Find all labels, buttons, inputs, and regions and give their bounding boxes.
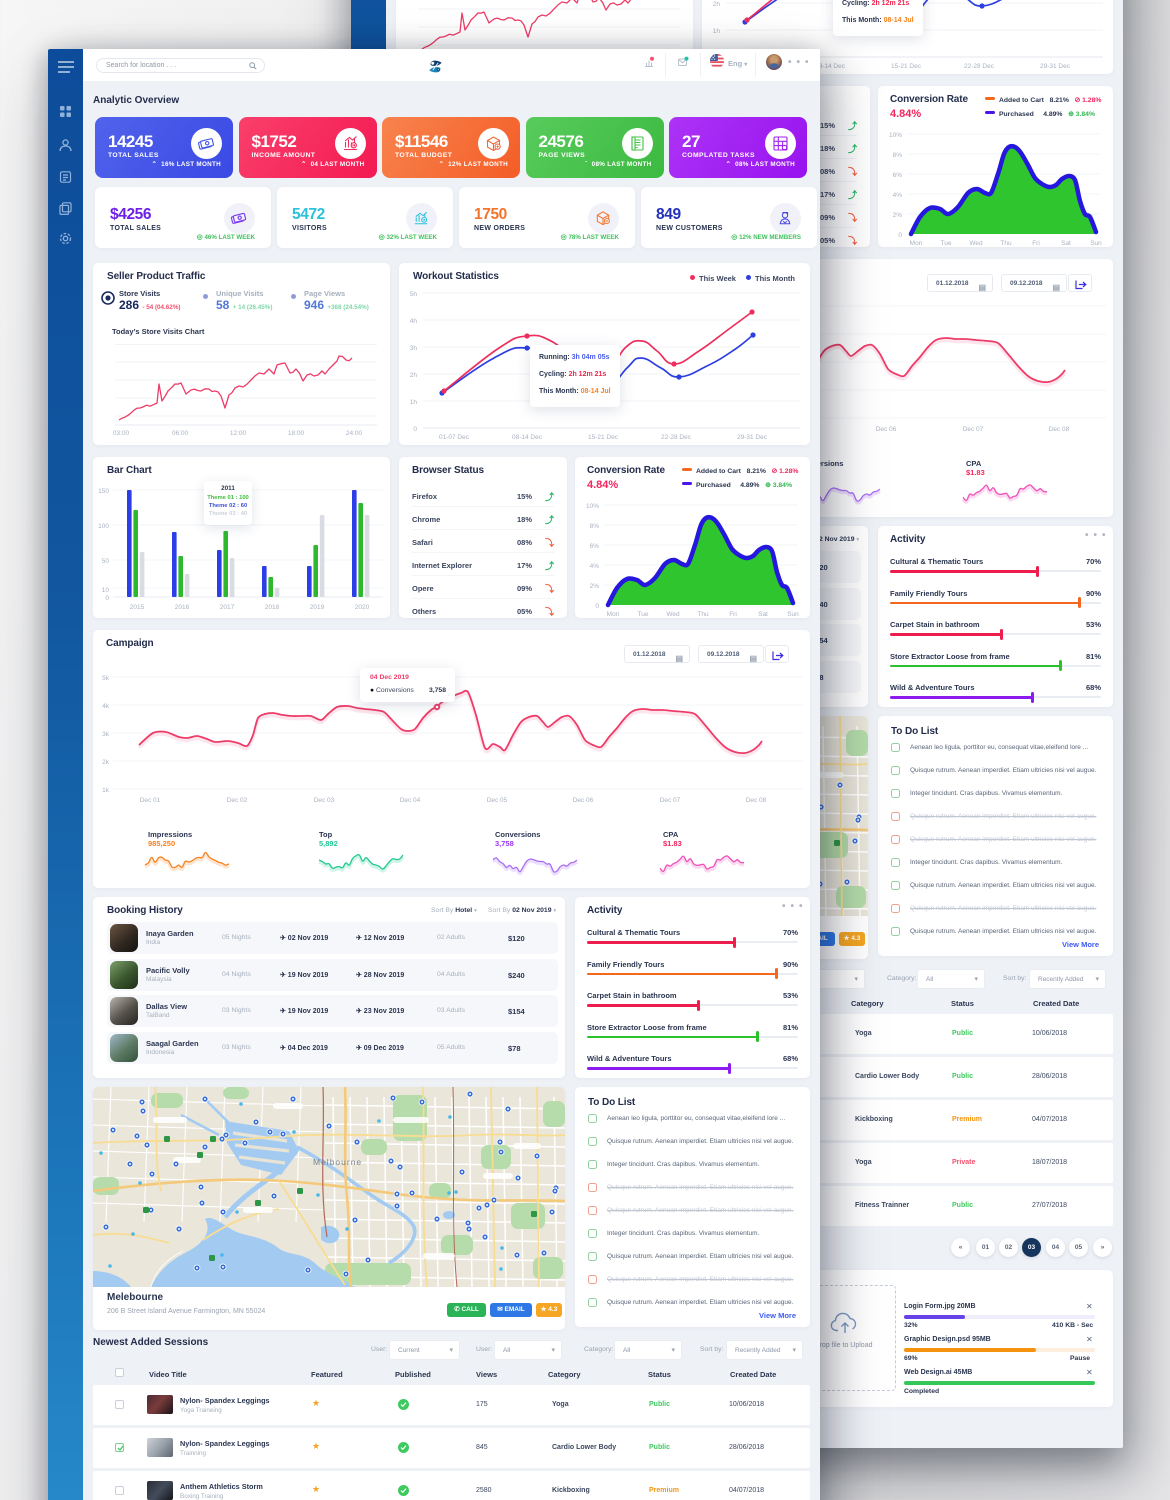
- svg-text:Fri: Fri: [1032, 240, 1040, 247]
- svg-text:150: 150: [98, 488, 109, 495]
- svg-text:18:00: 18:00: [288, 430, 305, 437]
- svg-text:12:00: 12:00: [230, 430, 247, 437]
- svg-text:1k: 1k: [102, 787, 110, 794]
- svg-text:Tue: Tue: [941, 240, 952, 247]
- svg-text:8%: 8%: [590, 523, 600, 530]
- svg-text:2020: 2020: [355, 604, 370, 611]
- svg-text:2%: 2%: [590, 583, 600, 590]
- svg-text:06:00: 06:00: [172, 430, 189, 437]
- svg-text:03:00: 03:00: [113, 430, 130, 437]
- svg-text:50: 50: [102, 558, 110, 565]
- svg-text:Sun: Sun: [787, 611, 799, 618]
- svg-text:Dec 03: Dec 03: [314, 797, 335, 804]
- svg-text:Dec 05: Dec 05: [487, 797, 508, 804]
- svg-text:10: 10: [102, 587, 110, 594]
- svg-text:Wed: Wed: [969, 240, 983, 247]
- svg-text:0: 0: [413, 426, 417, 433]
- svg-text:Mon: Mon: [910, 240, 923, 247]
- svg-text:2h: 2h: [713, 1, 721, 8]
- svg-text:08-14 Dec: 08-14 Dec: [815, 63, 846, 70]
- svg-text:2019: 2019: [310, 604, 325, 611]
- svg-text:29-31 Dec: 29-31 Dec: [737, 434, 768, 441]
- svg-text:22-28 Dec: 22-28 Dec: [661, 434, 692, 441]
- svg-text:6%: 6%: [893, 172, 903, 179]
- svg-text:2018: 2018: [265, 604, 280, 611]
- svg-text:Dec 07: Dec 07: [963, 426, 984, 433]
- svg-text:4h: 4h: [410, 318, 418, 325]
- svg-text:Wed: Wed: [666, 611, 680, 618]
- svg-text:01-07 Dec: 01-07 Dec: [439, 434, 470, 441]
- svg-text:Mon: Mon: [607, 611, 620, 618]
- svg-text:0: 0: [105, 595, 109, 602]
- svg-text:8%: 8%: [893, 152, 903, 159]
- svg-text:Dec 08: Dec 08: [746, 797, 767, 804]
- svg-text:Thu: Thu: [1000, 240, 1012, 247]
- svg-text:15-21 Dec: 15-21 Dec: [588, 434, 619, 441]
- svg-text:3k: 3k: [102, 731, 110, 738]
- svg-text:4%: 4%: [590, 563, 600, 570]
- svg-text:Dec 06: Dec 06: [876, 426, 897, 433]
- svg-text:Dec 02: Dec 02: [227, 797, 248, 804]
- svg-text:Fri: Fri: [729, 611, 737, 618]
- svg-text:Dec 06: Dec 06: [573, 797, 594, 804]
- svg-text:Sun: Sun: [1090, 240, 1102, 247]
- svg-text:2h: 2h: [410, 372, 418, 379]
- svg-text:6%: 6%: [590, 543, 600, 550]
- svg-text:2%: 2%: [893, 212, 903, 219]
- svg-text:22-28 Dec: 22-28 Dec: [964, 63, 995, 70]
- svg-text:Melbourne: Melbourne: [313, 1157, 362, 1167]
- svg-text:15-21 Dec: 15-21 Dec: [891, 63, 922, 70]
- svg-text:5h: 5h: [410, 291, 418, 298]
- svg-text:08-14 Dec: 08-14 Dec: [512, 434, 543, 441]
- svg-text:Tue: Tue: [638, 611, 649, 618]
- svg-text:1h: 1h: [410, 399, 418, 406]
- svg-text:5k: 5k: [102, 675, 110, 682]
- svg-text:Dec 01: Dec 01: [140, 797, 161, 804]
- svg-text:2015: 2015: [130, 604, 145, 611]
- svg-text:10%: 10%: [889, 132, 902, 139]
- svg-text:Thu: Thu: [697, 611, 709, 618]
- svg-text:10%: 10%: [586, 503, 599, 510]
- svg-text:Dec 08: Dec 08: [1049, 426, 1070, 433]
- svg-text:Dec 04: Dec 04: [400, 797, 421, 804]
- svg-text:4%: 4%: [893, 192, 903, 199]
- svg-text:29-31 Dec: 29-31 Dec: [1040, 63, 1071, 70]
- svg-text:2016: 2016: [175, 604, 190, 611]
- svg-text:2017: 2017: [220, 604, 235, 611]
- svg-text:0: 0: [898, 232, 902, 239]
- svg-text:Dec 07: Dec 07: [660, 797, 681, 804]
- svg-text:1h: 1h: [713, 28, 721, 35]
- svg-text:3h: 3h: [410, 345, 418, 352]
- svg-text:4k: 4k: [102, 703, 110, 710]
- svg-text:0: 0: [595, 603, 599, 610]
- svg-text:100: 100: [98, 523, 109, 530]
- svg-text:24:00: 24:00: [346, 430, 363, 437]
- svg-text:Sat: Sat: [758, 611, 768, 618]
- svg-text:Sat: Sat: [1061, 240, 1071, 247]
- svg-text:2k: 2k: [102, 759, 110, 766]
